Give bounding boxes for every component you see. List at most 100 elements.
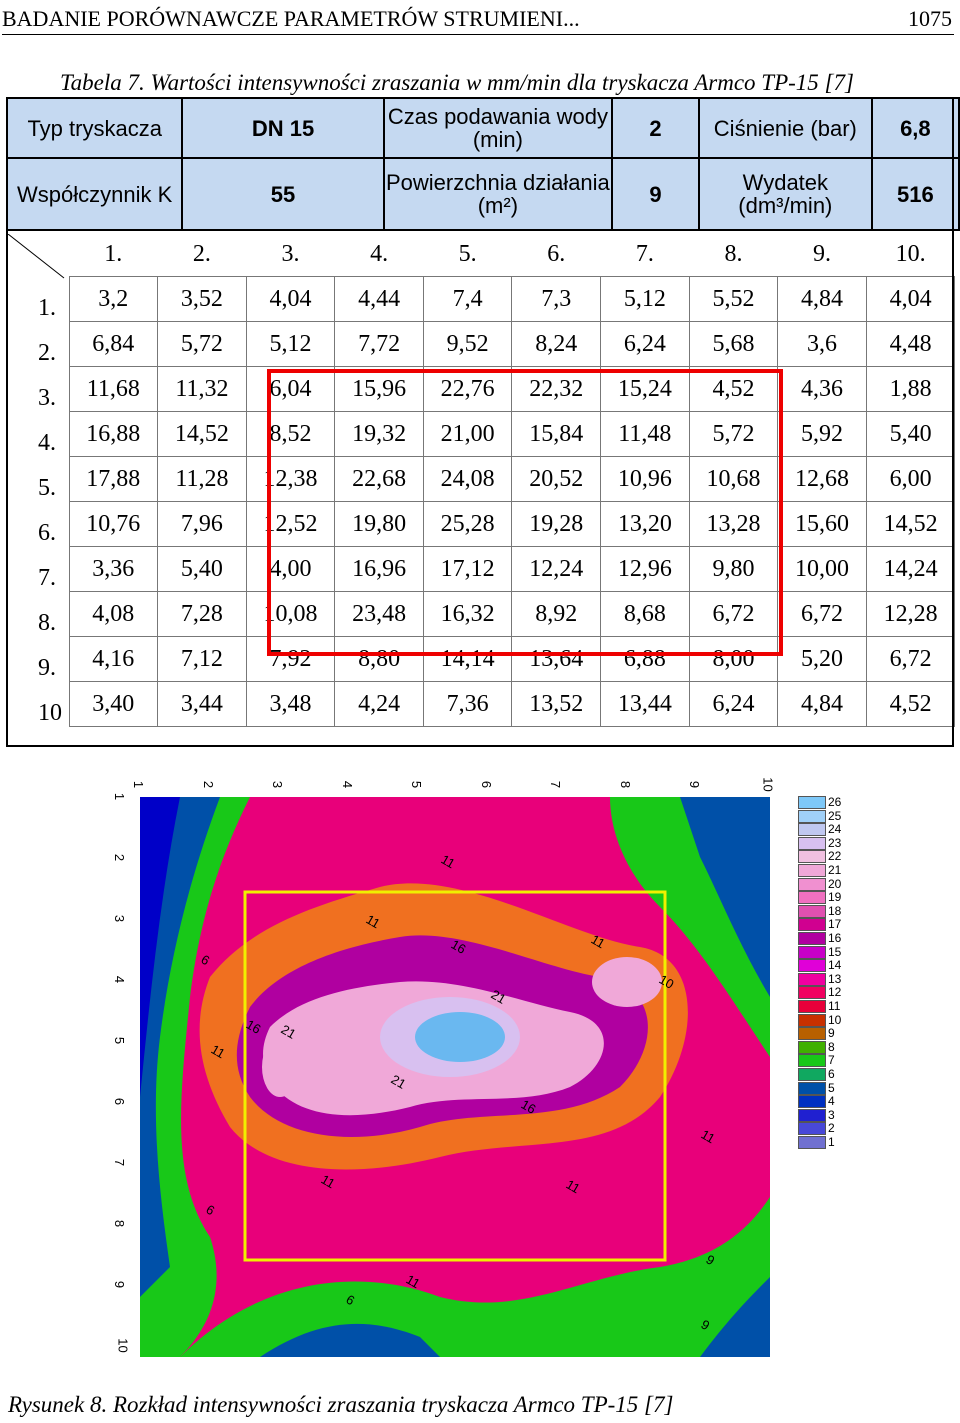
legend-swatch	[798, 1136, 826, 1149]
value-cell: 9,52	[422, 321, 513, 367]
contour-label: 10	[657, 972, 677, 992]
value-cell: 3,6	[777, 321, 867, 367]
row-label: 7.	[6, 546, 69, 592]
value-cell: 24,08	[422, 456, 513, 502]
legend-swatch	[798, 1040, 826, 1054]
legend-label: 19	[828, 890, 842, 905]
row-label: 8.	[6, 591, 69, 637]
value-cell: 16,88	[68, 411, 159, 457]
value-cell: 6,72	[688, 591, 779, 637]
pow-label: Powierzchnia działania (m²)	[382, 157, 614, 231]
corner-cell	[6, 232, 69, 277]
value-cell: 15,96	[334, 366, 424, 412]
legend-label: 11	[828, 999, 841, 1013]
legend-label: 6	[828, 1067, 835, 1081]
value-cell: 25,28	[422, 501, 513, 547]
value-cell: 9,80	[688, 546, 779, 592]
legend-label: 1	[828, 1135, 835, 1149]
value-cell: 12,68	[777, 456, 867, 502]
value-cell: 11,48	[600, 411, 690, 457]
legend-swatch	[798, 1013, 826, 1027]
column-header: 1.	[104, 240, 123, 267]
value-cell: 10,96	[600, 456, 690, 502]
value-cell: 4,24	[334, 681, 424, 727]
value-cell: 6,88	[600, 636, 690, 682]
legend-swatch	[798, 1081, 826, 1095]
value-cell: 16,96	[334, 546, 424, 592]
contour-label: 21	[279, 1022, 299, 1042]
value-cell: 23,48	[334, 591, 424, 637]
value-cell: 11,28	[157, 456, 247, 502]
column-header: 4.	[370, 240, 389, 267]
legend-swatch	[798, 1027, 826, 1041]
value-cell: 8,80	[334, 636, 424, 682]
contour-label: 11	[319, 1172, 338, 1192]
value-cell: 3,48	[245, 681, 336, 727]
value-cell: 8,92	[511, 591, 602, 637]
value-cell: 12,24	[511, 546, 602, 592]
legend-swatch	[798, 918, 826, 932]
value-cell: 7,36	[422, 681, 513, 727]
x-tick: 6	[478, 780, 494, 789]
x-tick: 2	[200, 780, 216, 789]
value-cell: 4,52	[865, 681, 956, 727]
y-tick: 3	[112, 914, 128, 923]
value-cell: 19,28	[511, 501, 602, 547]
value-cell: 10,68	[688, 456, 779, 502]
legend-label: 20	[828, 876, 842, 891]
row-label: 5.	[6, 456, 69, 502]
value-cell: 10,00	[777, 546, 867, 592]
value-cell: 3,40	[68, 681, 159, 727]
legend-label: 26	[828, 795, 842, 809]
legend-swatch	[798, 1000, 826, 1013]
y-tick: 1	[112, 792, 128, 801]
value-cell: 4,52	[688, 366, 779, 412]
value-cell: 8,24	[511, 321, 602, 367]
legend-swatch	[798, 1122, 826, 1136]
table-caption: Tabela 7. Wartości intensywności zraszan…	[60, 70, 854, 95]
value-cell: 5,68	[688, 321, 779, 367]
legend-swatch	[798, 823, 826, 837]
table-row: 9. 4,16 7,12 7,92 8,80 14,14 13,64 6,88 8,00 5,20…	[6, 636, 956, 682]
legend-label: 13	[828, 971, 842, 986]
legend-swatch	[798, 945, 826, 959]
legend-label: 10	[828, 1012, 842, 1027]
table-row: 2. 6,84 5,72 5,12 7,72 9,52 8,24 6,24 5,68 3,6 4,4…	[6, 321, 956, 367]
wyd-label: Wydatek (dm³/min)	[697, 157, 873, 231]
value-cell: 1,88	[865, 366, 956, 412]
value-cell: 6,00	[865, 456, 956, 502]
values-grid: 1. 2. 3. 4. 5. 6. 7. 8. 9. 10. 1. 3,2 3,52 4,04 4,44 7,…	[6, 232, 956, 727]
row-label: 9.	[6, 636, 69, 682]
value-cell: 6,24	[600, 321, 690, 367]
contour-label: 16	[244, 1017, 264, 1037]
legend-swatch	[798, 986, 826, 1000]
value-cell: 13,44	[600, 681, 690, 727]
value-cell: 7,28	[157, 591, 247, 637]
value-cell: 5,40	[865, 411, 956, 457]
x-tick: 10	[760, 777, 776, 792]
value-cell: 7,3	[511, 276, 602, 322]
column-header: 5.	[458, 240, 477, 267]
legend-label: 3	[828, 1107, 835, 1122]
value-cell: 4,44	[334, 276, 424, 322]
cisnienie-label: Ciśnienie (bar)	[697, 97, 873, 159]
contour-label: 11	[439, 852, 458, 872]
table-row: 4. 16,88 14,52 8,52 19,32 21,00 15,84 11,48 5,72…	[6, 411, 956, 457]
czas-value: 2	[611, 97, 700, 159]
value-cell: 17,12	[422, 546, 513, 592]
x-tick: 5	[409, 780, 425, 789]
value-cell: 3,44	[157, 681, 247, 727]
value-cell: 5,20	[777, 636, 867, 682]
legend-label: 9	[828, 1026, 835, 1041]
value-cell: 14,24	[865, 546, 956, 592]
value-cell: 6,24	[688, 681, 779, 727]
table-row: 3. 11,68 11,32 6,04 15,96 22,76 22,32 15,24 4,52…	[6, 366, 956, 412]
value-cell: 11,32	[157, 366, 247, 412]
value-cell: 12,96	[600, 546, 690, 592]
value-cell: 12,28	[865, 591, 956, 637]
y-tick: 4	[112, 975, 128, 984]
typ-value: DN 15	[181, 97, 385, 159]
value-cell: 6,04	[245, 366, 336, 412]
legend-label: 22	[828, 849, 842, 864]
